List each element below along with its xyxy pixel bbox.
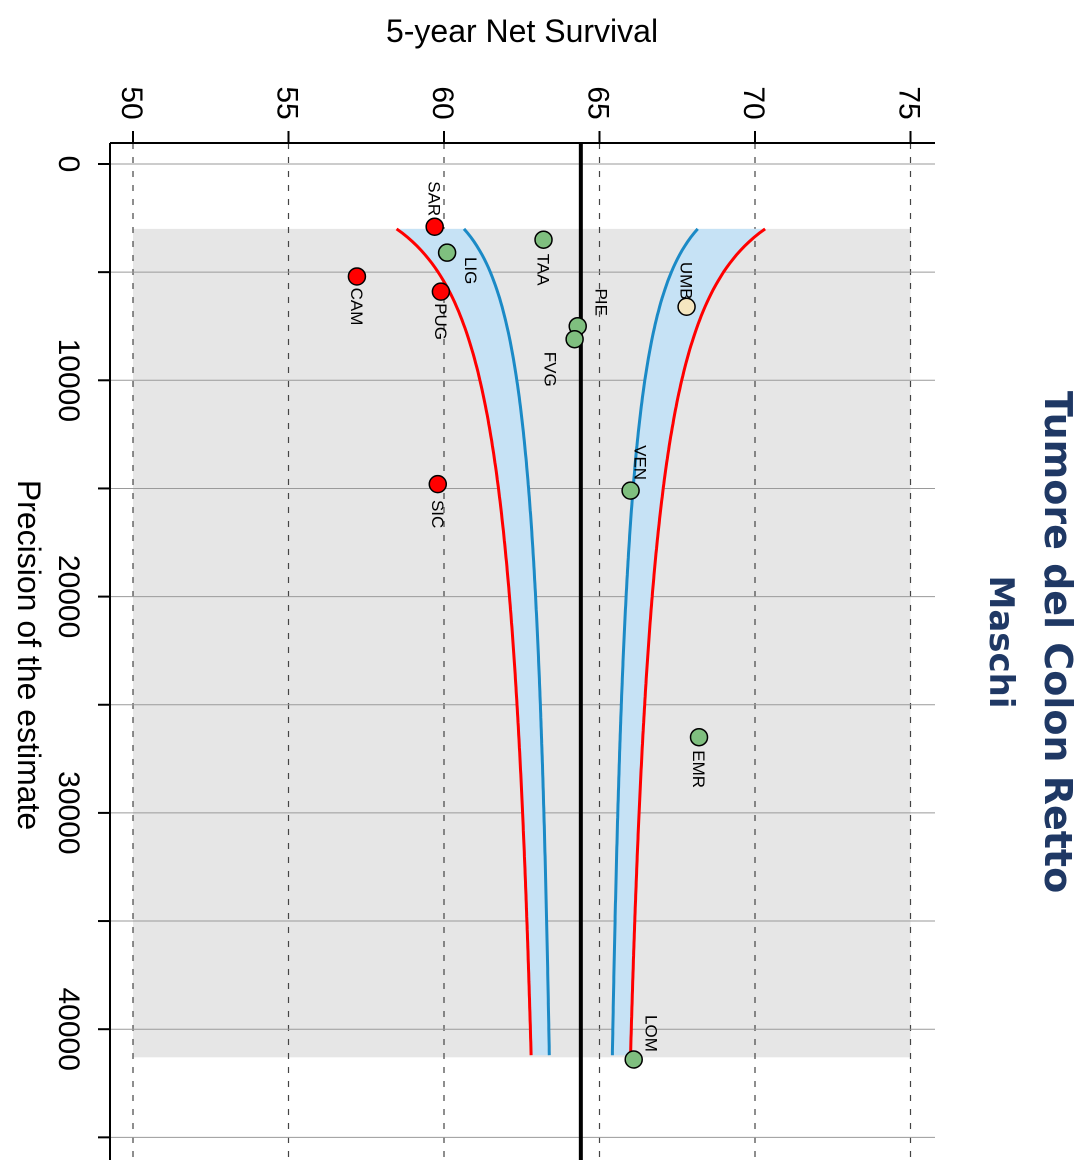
tick-label-precision: 0 <box>52 156 85 173</box>
funnel-inner-upper <box>610 227 699 1056</box>
point-label-lig: LIG <box>461 257 480 284</box>
point-lig <box>437 243 457 262</box>
point-umb <box>677 297 696 317</box>
point-emr <box>689 727 709 747</box>
point-sar <box>425 217 444 236</box>
point-cam <box>347 267 367 286</box>
tick-label-survival: 60 <box>426 86 459 119</box>
funnel-outer-lower <box>395 227 533 1056</box>
plot-area: SAR TAA LIG CAM PUG UMB PIE FVG SIC VEN EMR LOM <box>110 143 935 1160</box>
point-label-umb: UMB <box>677 262 696 300</box>
tick-label-survival: 75 <box>893 86 926 119</box>
funnel-band-upper <box>612 228 766 1056</box>
point-lom <box>624 1050 643 1069</box>
point-taa <box>534 230 553 249</box>
point-label-taa: TAA <box>534 254 553 286</box>
point-label-pug: PUG <box>431 303 450 340</box>
chart-subtitle: Maschi <box>981 575 1021 708</box>
tick-label-precision: 20000 <box>52 555 85 638</box>
point-label-sar: SAR <box>425 181 444 216</box>
chart-title: Tumore del Colon Retto <box>1036 391 1078 893</box>
y-axis-label: 5-year Net Survival <box>386 13 658 49</box>
point-label-lom: LOM <box>642 1015 661 1052</box>
tick-label-survival: 55 <box>271 86 304 119</box>
funnel-band-lower <box>396 228 550 1056</box>
x-axis-label: Precision of the estimate <box>11 480 47 830</box>
axes: 50 55 60 65 70 75 0 10000 20000 30000 40000 <box>52 86 935 1160</box>
tick-label-precision: 10000 <box>52 339 85 422</box>
point-ven <box>621 481 640 500</box>
point-label-sic: SIC <box>428 500 447 528</box>
point-label-pie: PIE <box>592 289 611 316</box>
funnel-outer-upper <box>629 227 766 1056</box>
tick-label-survival: 70 <box>737 86 770 119</box>
tick-label-survival: 65 <box>582 86 615 119</box>
tick-label-precision: 40000 <box>52 987 85 1070</box>
point-label-fvg: FVG <box>541 352 560 387</box>
labels: Tumore del Colon Retto Maschi 5-year Net… <box>11 13 1078 893</box>
point-label-ven: VEN <box>631 445 650 480</box>
tick-label-precision: 30000 <box>52 771 85 854</box>
tick-label-survival: 50 <box>115 86 148 119</box>
point-label-emr: EMR <box>689 750 708 788</box>
point-pug <box>431 282 451 301</box>
point-fvg <box>565 329 584 349</box>
point-sic <box>428 474 448 494</box>
funnel-inner-lower <box>462 227 551 1056</box>
point-label-cam: CAM <box>347 288 366 326</box>
